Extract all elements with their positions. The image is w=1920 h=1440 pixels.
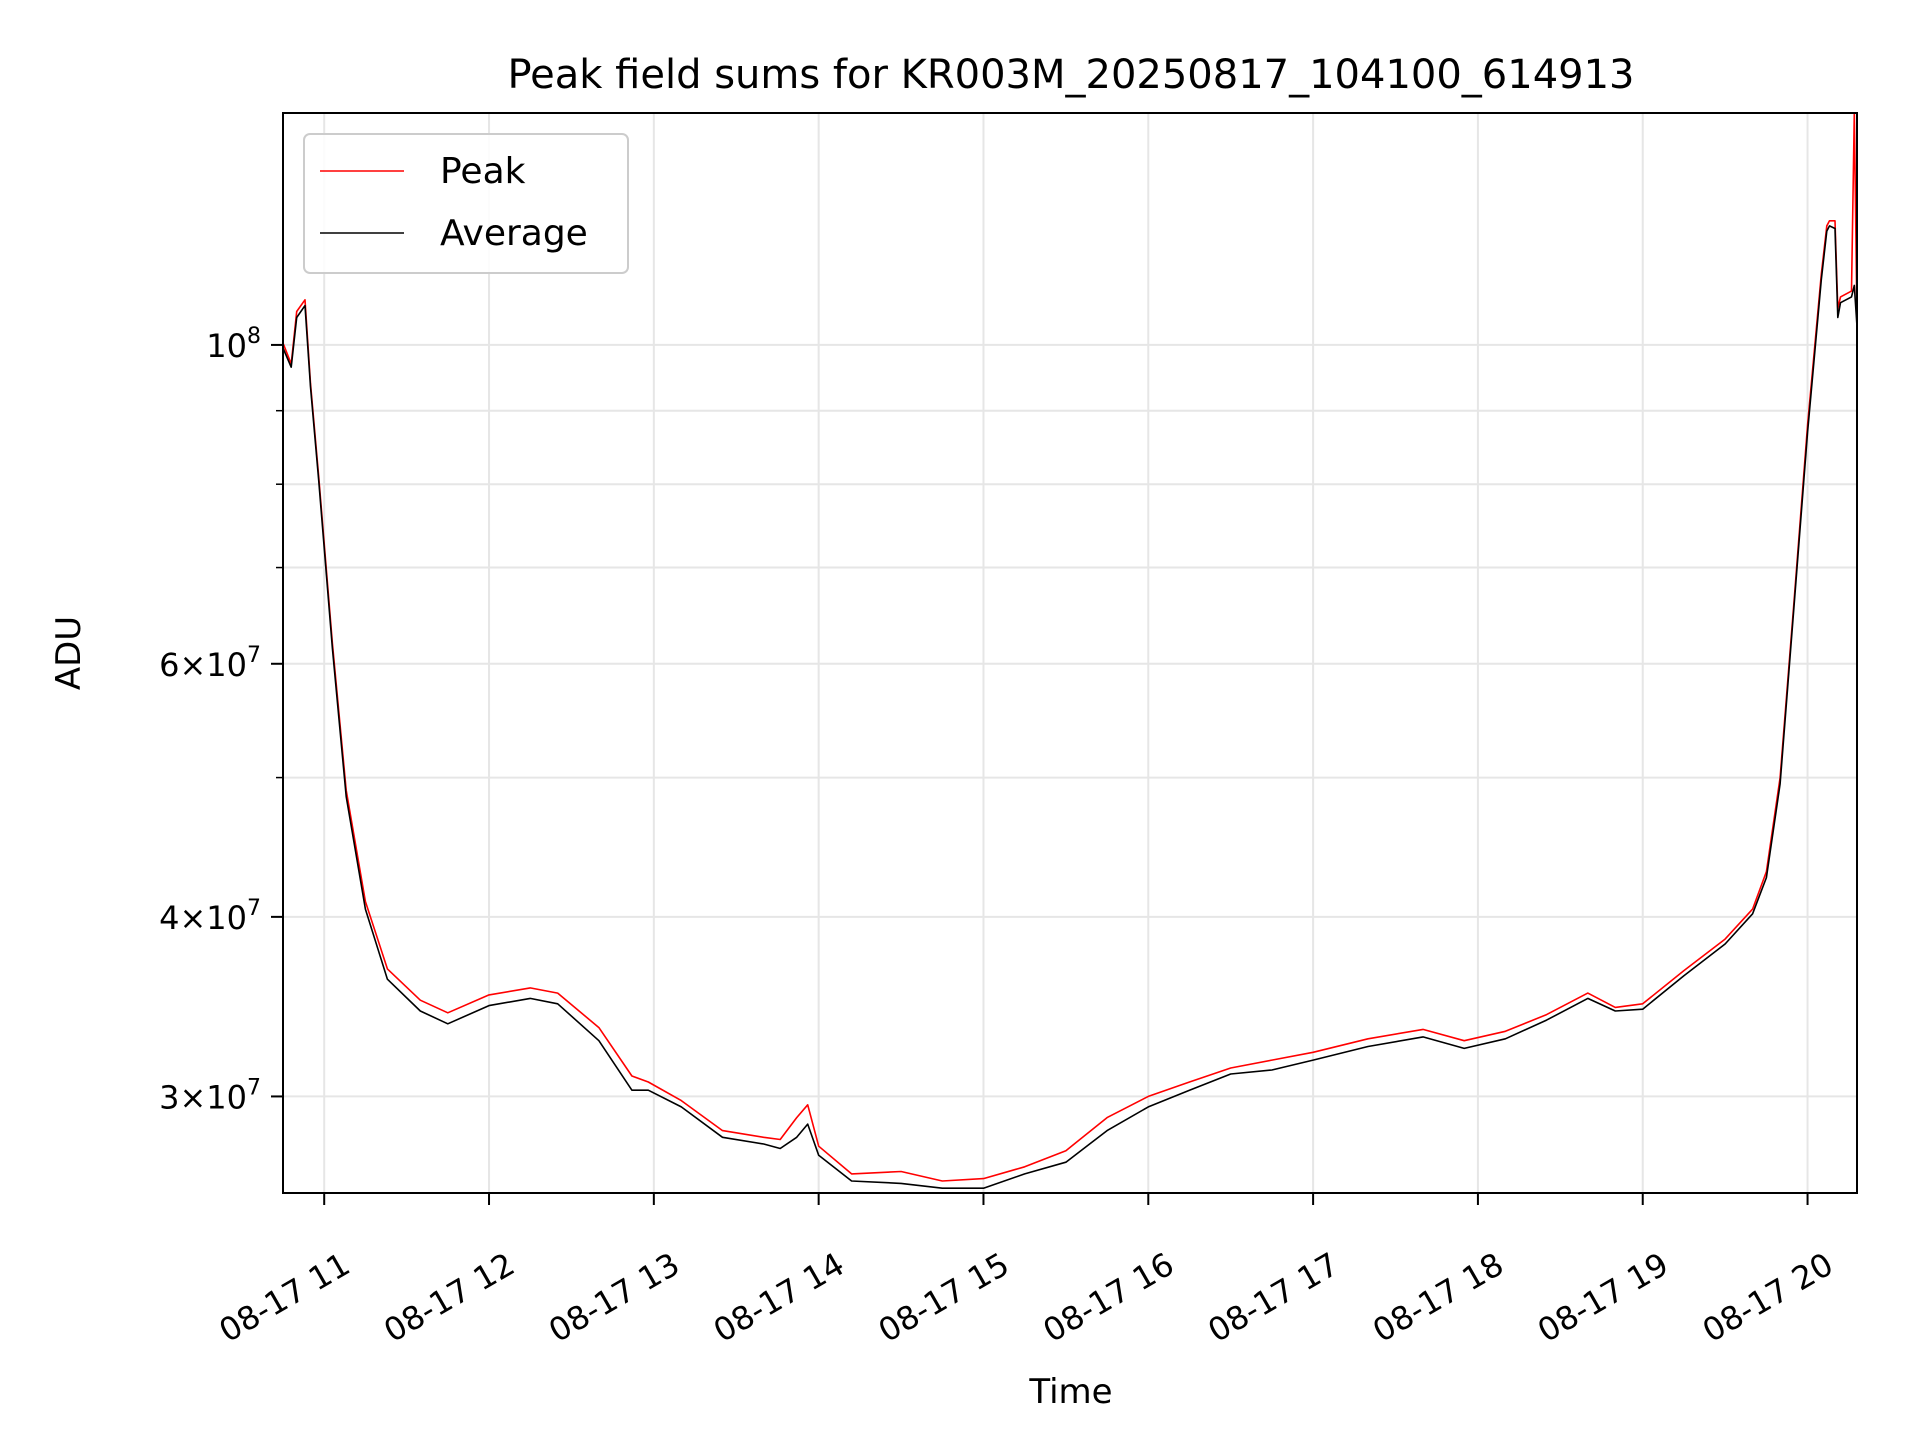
y-tick-label: 4×107 (159, 896, 261, 937)
legend-label-average: Average (440, 213, 588, 254)
grid-layer (283, 113, 1857, 1193)
series-layer (282, 112, 1858, 1189)
y-tick-label: 3×107 (159, 1075, 261, 1116)
y-tick-label: 108 (206, 324, 261, 365)
legend: Peak Average (303, 133, 629, 274)
y-axis-label: ADU (49, 616, 89, 690)
legend-box (303, 133, 629, 274)
legend-label-peak: Peak (440, 151, 526, 192)
series-line-average (282, 225, 1858, 1189)
x-axis-label: Time (1028, 1372, 1112, 1412)
chart-title: Peak field sums for KR003M_20250817_1041… (507, 52, 1634, 98)
y-tick-label: 6×107 (159, 643, 261, 684)
plot-frame (282, 112, 1858, 1194)
